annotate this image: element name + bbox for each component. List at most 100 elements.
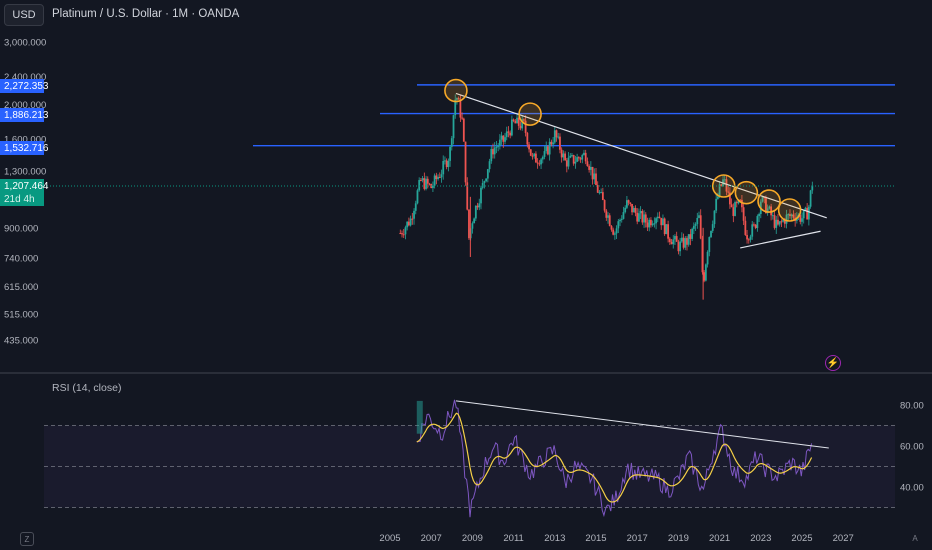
rsi-panel [44, 399, 895, 518]
candle-body [734, 202, 736, 216]
candle-body [579, 158, 582, 160]
candle-body [411, 218, 414, 220]
candle-body [524, 120, 527, 133]
candle-body [485, 178, 488, 182]
candle-body [646, 222, 649, 228]
candle-body [644, 214, 647, 223]
currency-button[interactable]: USD [4, 4, 44, 26]
candle-body [694, 224, 697, 226]
candle-body [521, 119, 524, 129]
candle-body [686, 238, 688, 245]
candle-body [723, 179, 726, 181]
candle-body [761, 196, 764, 202]
candle-body [617, 221, 620, 229]
candle-body [747, 239, 750, 241]
price-tick-label: 1,300.000 [4, 167, 46, 178]
candle-body [584, 152, 587, 162]
candle-body [653, 223, 656, 225]
candle-body [754, 224, 757, 229]
touch-circle [444, 78, 468, 103]
time-tick-label: 2019 [668, 533, 689, 544]
candle-body [638, 213, 640, 222]
candle-body [701, 238, 704, 273]
candles [399, 94, 814, 300]
candle-body [516, 117, 518, 124]
candle-body [631, 203, 633, 213]
candle-body [665, 224, 668, 235]
candle-body [775, 219, 778, 228]
candle-body [605, 210, 608, 218]
candle-body [498, 139, 501, 147]
candle-body [744, 220, 747, 235]
rsi-line [416, 399, 813, 518]
candle-body [601, 192, 604, 201]
candle-body [442, 161, 445, 175]
touch-circles[interactable] [444, 78, 802, 222]
candle-body [751, 224, 754, 237]
candle-body [727, 191, 730, 193]
candle-body [481, 183, 484, 188]
candle-body [600, 192, 603, 194]
candle-body [538, 163, 541, 165]
rsi-overbought-fill [416, 400, 423, 434]
candle-body [507, 131, 510, 133]
candle-body [787, 214, 790, 216]
candle-body [729, 192, 731, 205]
candle-body [663, 218, 666, 235]
candle-body [627, 200, 630, 203]
candle-body [529, 149, 532, 156]
candle-body [598, 192, 601, 194]
candle-body [555, 130, 558, 138]
candle-body [593, 173, 596, 180]
price-tick-label: 515.000 [4, 309, 38, 320]
candle-body [509, 132, 512, 136]
candle-body [716, 196, 719, 199]
candle-body [399, 233, 402, 235]
candle-body [452, 115, 455, 139]
candle-body [497, 146, 500, 148]
candle-body [473, 218, 476, 224]
rsi-legend-label[interactable]: RSI (14, close) [52, 382, 122, 394]
candle-body [698, 215, 700, 218]
candle-body [595, 173, 597, 186]
candle-body [490, 149, 493, 162]
candle-body [632, 207, 635, 213]
candle-body [425, 178, 427, 189]
candle-body [696, 217, 699, 225]
candle-body [639, 210, 642, 214]
auto-scale-button[interactable]: A [912, 533, 918, 543]
candle-body [749, 236, 752, 240]
candle-body [732, 207, 735, 216]
flash-icon[interactable]: ⚡ [825, 355, 841, 371]
candle-body [655, 218, 657, 224]
candle-body [492, 149, 494, 155]
candle-body [711, 224, 714, 231]
candle-body [670, 242, 673, 245]
candle-body [626, 200, 628, 208]
candle-body [428, 183, 431, 185]
candle-body [667, 224, 669, 239]
candle-body [480, 187, 482, 204]
candle-body [807, 206, 810, 220]
candle-body [790, 214, 793, 217]
candle-body [426, 178, 429, 184]
timezone-button[interactable]: Z [20, 532, 34, 546]
price-tick-label: 1,600.000 [4, 135, 46, 146]
trendlines[interactable] [455, 92, 827, 249]
candle-body [493, 147, 496, 155]
candle-body [746, 234, 748, 240]
candle-body [420, 180, 422, 182]
price-tick-label: 740.000 [4, 254, 38, 265]
candle-body [804, 207, 807, 211]
candle-body [406, 221, 409, 228]
horizontal-levels[interactable] [253, 84, 895, 147]
time-tick-label: 2021 [709, 533, 730, 544]
candle-body [799, 214, 802, 222]
price-tick-label: 3,000.000 [4, 38, 46, 49]
candle-body [572, 155, 575, 164]
candle-body [677, 241, 680, 252]
time-tick-label: 2027 [833, 533, 854, 544]
candle-body [613, 233, 616, 235]
candle-body [674, 236, 676, 240]
